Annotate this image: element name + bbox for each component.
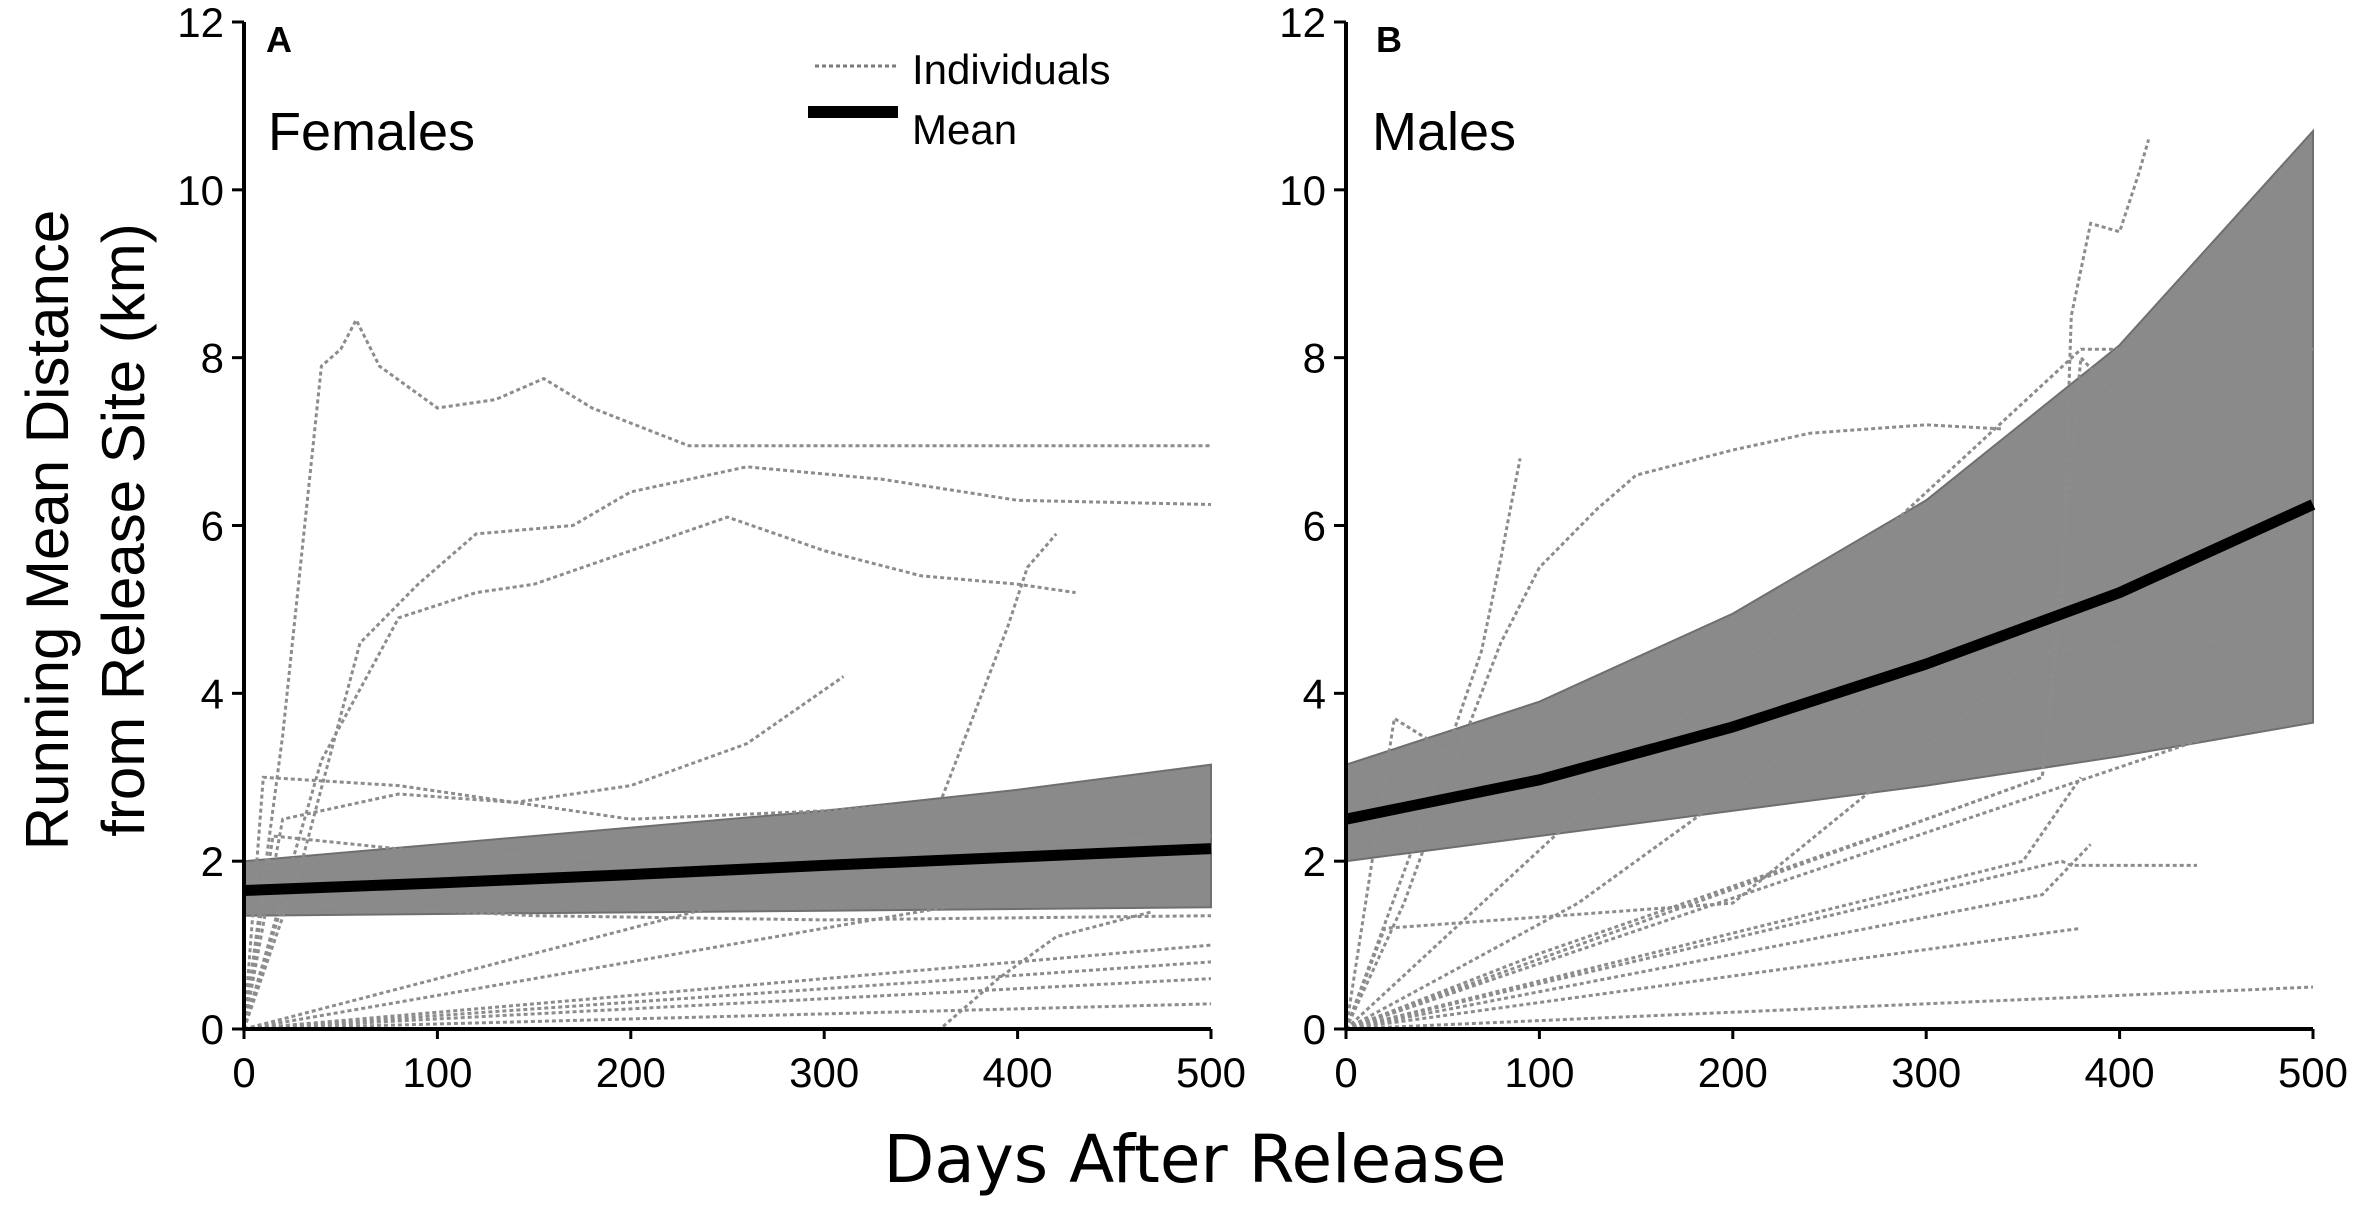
x-tick-label: 300 xyxy=(1891,1049,1961,1096)
individual-line-13 xyxy=(244,876,825,1029)
individual-line-14 xyxy=(1346,985,2313,1029)
y-tick-label: 10 xyxy=(177,167,224,214)
y-tick-label: 6 xyxy=(1303,503,1326,550)
x-tick-label: 500 xyxy=(2278,1049,2348,1096)
ci-band-group xyxy=(1345,128,2314,863)
y-tick-label: 2 xyxy=(201,838,224,885)
individual-line-12 xyxy=(1346,776,2083,1029)
legend-individuals-label: Individuals xyxy=(912,46,1110,93)
x-tick-label: 100 xyxy=(402,1049,472,1096)
x-tick-label: 100 xyxy=(1504,1049,1574,1096)
individual-lines-group xyxy=(1346,139,2313,1029)
individual-line-6 xyxy=(244,834,1211,1029)
x-tick-label: 400 xyxy=(983,1049,1053,1096)
individual-line-2 xyxy=(244,465,1211,1029)
individual-line-2 xyxy=(1346,458,1522,1029)
y-tick-label: 2 xyxy=(1303,838,1326,885)
individual-line-10 xyxy=(1346,926,2082,1029)
mean-line-group xyxy=(243,843,1212,896)
individual-line-5 xyxy=(244,532,1058,1029)
individual-line-1 xyxy=(1346,423,2004,1029)
mean-line-group xyxy=(1344,499,2316,825)
y-tick-label: 8 xyxy=(1303,335,1326,382)
individual-line-11 xyxy=(1346,843,2092,1029)
panel-letter-a: A xyxy=(266,19,292,60)
individual-line-12 xyxy=(244,910,1154,1029)
individual-line-1 xyxy=(244,316,1211,1029)
x-axis-title: Days After Release xyxy=(883,1121,1506,1198)
mean-line xyxy=(1344,499,2316,825)
y-axis-title-line2: from Release Site (km) xyxy=(90,223,157,836)
y-tick-label: 12 xyxy=(177,0,224,46)
x-tick-label: 400 xyxy=(2085,1049,2155,1096)
confidence-band xyxy=(1345,128,2314,863)
individual-lines-group xyxy=(244,316,1211,1029)
x-tick-label: 200 xyxy=(1698,1049,1768,1096)
panel-females: 0 2 4 6 8 10 12 0 100 200 300 400 500 A Females Indi… xyxy=(177,0,1246,1096)
individual-line-7 xyxy=(244,901,1211,1029)
individual-line-9 xyxy=(244,960,1211,1029)
y-tick-label: 0 xyxy=(1303,1006,1326,1053)
x-tick-label: 500 xyxy=(1176,1049,1246,1096)
y-tick-label: 0 xyxy=(201,1006,224,1053)
individual-line-13 xyxy=(1346,716,1463,1029)
y-tick-label: 10 xyxy=(1279,167,1326,214)
legend: Individuals Mean xyxy=(808,46,1110,153)
individual-line-11 xyxy=(244,1002,1211,1029)
mean-line xyxy=(243,843,1212,896)
individual-line-5 xyxy=(1346,347,2313,1029)
panel-title-males: Males xyxy=(1372,102,1516,162)
y-axis-title-line1: Running Mean Distance xyxy=(14,210,81,850)
x-tick-label: 0 xyxy=(1334,1049,1357,1096)
individual-line-3 xyxy=(244,515,1076,1029)
individual-line-6 xyxy=(1346,599,2159,1029)
panel-males: 0 2 4 6 8 10 12 0 100 200 300 400 500 B Males xyxy=(1279,0,2348,1096)
individual-line-14 xyxy=(244,893,1018,1029)
axes-group: 0 2 4 6 8 10 12 0 100 200 300 400 500 xyxy=(1279,0,2348,1096)
x-tick-label: 300 xyxy=(789,1049,859,1096)
legend-mean-label: Mean xyxy=(912,106,1017,153)
individual-line-7 xyxy=(1346,633,2313,1029)
individual-line-8 xyxy=(244,943,1211,1029)
y-tick-label: 12 xyxy=(1279,0,1326,46)
x-tick-label: 200 xyxy=(596,1049,666,1096)
y-axis-title-group: Running Mean Distance from Release Site … xyxy=(14,210,157,850)
individual-line-10 xyxy=(244,977,1211,1029)
y-tick-label: 6 xyxy=(201,503,224,550)
y-tick-label: 4 xyxy=(1303,670,1326,717)
individual-line-4 xyxy=(1346,354,2121,1029)
panel-letter-b: B xyxy=(1376,19,1402,60)
y-tick-label: 8 xyxy=(201,335,224,382)
individual-line-8 xyxy=(1346,700,2313,1029)
individual-line-9 xyxy=(1346,859,2197,1029)
axes-group: 0 2 4 6 8 10 12 0 100 200 300 400 500 xyxy=(177,0,1246,1096)
x-tick-label: 0 xyxy=(232,1049,255,1096)
y-tick-label: 4 xyxy=(201,670,224,717)
panel-title-females: Females xyxy=(268,102,475,162)
